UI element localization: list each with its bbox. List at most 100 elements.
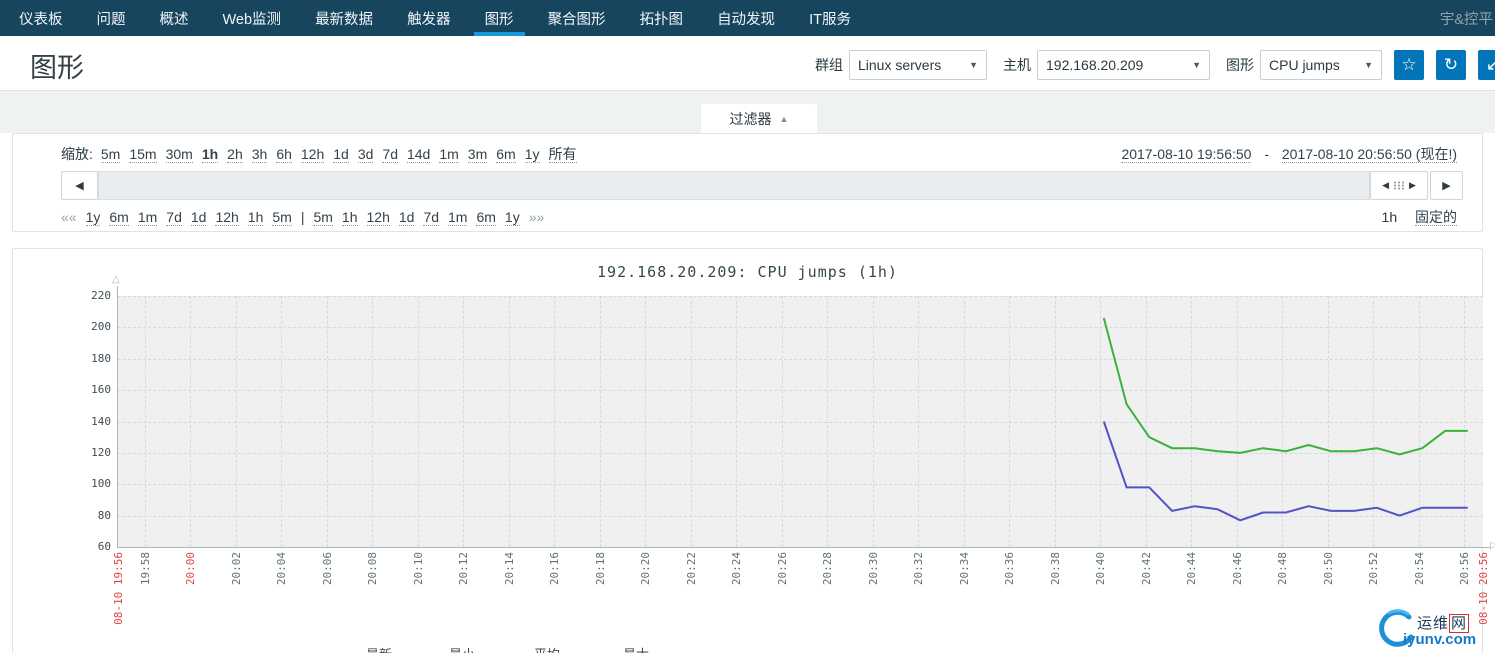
favorite-star-button[interactable]: ☆ — [1394, 50, 1424, 80]
zoom-link-2h[interactable]: 2h — [227, 146, 243, 163]
watermark-name: 运维网 — [1417, 614, 1470, 633]
graph-select[interactable]: CPU jumps ▼ — [1260, 50, 1382, 80]
nav-item-1[interactable]: 问题 — [96, 11, 126, 28]
zoom-link-7d[interactable]: 7d — [382, 146, 398, 163]
zoom-link-1m[interactable]: 1m — [439, 146, 459, 163]
x-tick-label-18: 20:32 — [912, 552, 926, 586]
zoom-link-3h[interactable]: 3h — [251, 146, 268, 163]
x-axis-line — [117, 547, 1491, 548]
nav-item-7[interactable]: 聚合图形 — [547, 11, 606, 28]
y-tick-label-120: 120 — [91, 445, 111, 459]
collapse-button[interactable]: ↙ — [1478, 50, 1495, 80]
nav-item-8[interactable]: 拓扑图 — [639, 11, 684, 28]
time-nav-link-1[interactable]: 1y — [85, 209, 101, 226]
x-tick-label-12: 20:20 — [639, 552, 653, 586]
scroll-handle[interactable]: ◀ ▶ — [1370, 171, 1428, 200]
v-gridline-6 — [372, 296, 374, 547]
time-nav-link-11[interactable]: 1h — [341, 209, 358, 226]
time-nav-link-13[interactable]: 1d — [398, 209, 415, 226]
legend-header-2: 平均 — [534, 644, 560, 653]
v-gridline-1 — [144, 296, 146, 547]
range-from-link[interactable]: 2017-08-10 19:56:50 — [1121, 146, 1252, 163]
scroll-left-button[interactable]: ◀ — [61, 171, 98, 200]
time-nav-link-16[interactable]: 6m — [476, 209, 496, 226]
y-tick-label-60: 60 — [97, 540, 111, 553]
zoom-link-15m[interactable]: 15m — [129, 146, 157, 163]
time-nav-link-2[interactable]: 6m — [109, 209, 129, 226]
time-nav-link-12[interactable]: 12h — [366, 209, 390, 226]
time-nav-link-17[interactable]: 1y — [504, 209, 520, 226]
time-nav-link-15[interactable]: 1m — [448, 209, 468, 226]
scroll-track[interactable] — [98, 171, 1370, 200]
v-gridline-27 — [1327, 296, 1329, 547]
arrow-right-icon: ▶ — [1409, 180, 1416, 190]
zoom-link-1y[interactable]: 1y — [524, 146, 540, 163]
v-gridline-10 — [554, 296, 556, 547]
nav-item-6[interactable]: 图形 — [473, 0, 525, 36]
time-nav-link-3[interactable]: 1m — [137, 209, 158, 226]
legend-header-0: 最新 — [366, 644, 392, 653]
time-nav-link-10[interactable]: 5m — [313, 209, 333, 226]
zoom-label: 缩放: — [61, 146, 93, 162]
time-nav-link-5[interactable]: 1d — [190, 209, 207, 226]
group-select-value: Linux servers — [858, 57, 942, 73]
nav-item-0[interactable]: 仪表板 — [19, 11, 63, 28]
zoom-link-3m[interactable]: 3m — [467, 146, 488, 163]
time-nav-link-6[interactable]: 12h — [215, 209, 239, 226]
axis-arrow-up-icon: △ — [112, 274, 120, 285]
x-tick-label-13: 20:22 — [684, 552, 698, 586]
v-gridline-28 — [1373, 296, 1375, 547]
h-gridline-120 — [118, 452, 1483, 454]
refresh-button[interactable]: ↻ — [1436, 50, 1466, 80]
zoom-link-1h[interactable]: 1h — [201, 146, 219, 163]
zoom-link-30m[interactable]: 30m — [165, 146, 193, 163]
series-blue-line — [1102, 421, 1468, 522]
nav-item-4[interactable]: 最新数据 — [315, 11, 374, 28]
time-nav-link-7[interactable]: 1h — [247, 209, 264, 226]
time-filter-box: 2017-08-10 19:56:50 - 2017-08-10 20:56:5… — [12, 133, 1483, 232]
v-gridline-2 — [190, 296, 192, 547]
nav-item-9[interactable]: 自动发现 — [717, 11, 776, 28]
series-layer — [1102, 317, 1468, 522]
h-gridline-80 — [118, 515, 1483, 517]
nav-item-5[interactable]: 触发器 — [407, 11, 451, 28]
header-controls: 群组 Linux servers ▼ 主机 192.168.20.209 ▼ 图… — [799, 50, 1495, 80]
zoom-link-14d[interactable]: 14d — [406, 146, 431, 163]
x-tick-label-19: 20:34 — [957, 552, 971, 586]
zoom-link-5m[interactable]: 5m — [100, 146, 121, 163]
time-nav-symbol-18: »» — [528, 209, 545, 225]
zoom-link-3d[interactable]: 3d — [357, 146, 374, 163]
fixed-toggle-link[interactable]: 固定的 — [1415, 209, 1457, 226]
watermark-logo: 运维网 iyunv.com — [1375, 607, 1487, 653]
time-nav-link-4[interactable]: 7d — [166, 209, 182, 226]
interval-value: 1h — [1381, 209, 1398, 225]
zoom-link-12h[interactable]: 12h — [300, 146, 325, 163]
x-tick-label-23: 20:42 — [1139, 552, 1153, 586]
zoom-link-6m[interactable]: 6m — [496, 146, 516, 163]
x-tick-label-16: 20:28 — [821, 552, 835, 586]
zoom-row: 2017-08-10 19:56:50 - 2017-08-10 20:56:5… — [13, 141, 1482, 167]
time-nav-link-14[interactable]: 7d — [423, 209, 440, 226]
nav-item-2[interactable]: 概述 — [159, 11, 189, 28]
host-select[interactable]: 192.168.20.209 ▼ — [1037, 50, 1210, 80]
zoom-link-6h[interactable]: 6h — [276, 146, 292, 163]
y-tick-label-80: 80 — [97, 508, 111, 522]
scroll-right-button[interactable]: ▶ — [1430, 171, 1463, 200]
x-tick-label-21: 20:38 — [1048, 552, 1062, 586]
h-gridline-140 — [118, 421, 1483, 423]
x-tick-label-22: 20:40 — [1094, 552, 1108, 586]
time-nav-link-8[interactable]: 5m — [272, 209, 292, 226]
x-tick-label-9: 20:14 — [502, 552, 516, 586]
graph-filter: 图形 CPU jumps ▼ — [1226, 50, 1382, 80]
nav-item-10[interactable]: IT服务 — [809, 11, 851, 28]
zoom-link-1d[interactable]: 1d — [333, 146, 349, 163]
range-to-link[interactable]: 2017-08-10 20:56:50 (现在!) — [1281, 146, 1457, 163]
v-gridline-5 — [326, 296, 328, 547]
v-gridline-8 — [463, 296, 465, 547]
filter-toggle-tab[interactable]: 过滤器 ▲ — [701, 104, 817, 134]
group-select[interactable]: Linux servers ▼ — [849, 50, 987, 80]
nav-item-3[interactable]: Web监测 — [222, 11, 282, 28]
y-tick-label-200: 200 — [91, 320, 111, 334]
zoom-link-所有[interactable]: 所有 — [548, 146, 577, 163]
